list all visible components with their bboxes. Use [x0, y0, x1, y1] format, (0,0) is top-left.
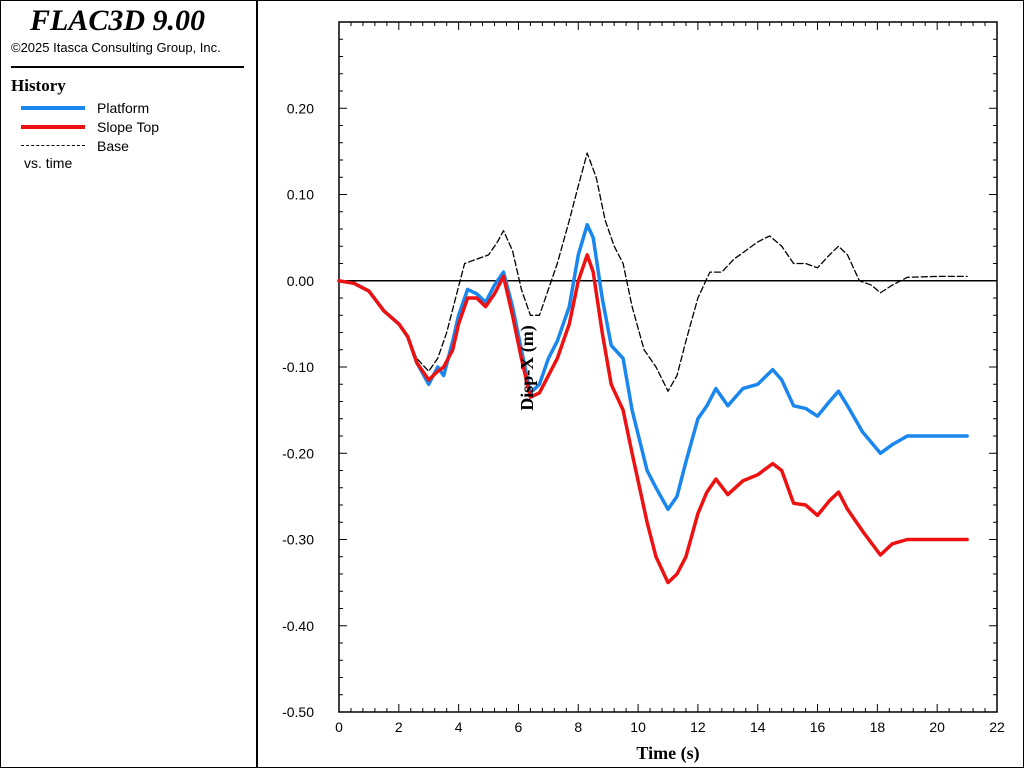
legend-label-base: Base [97, 137, 129, 154]
x-tick-label: 2 [395, 719, 403, 735]
y-tick-label: -0.10 [282, 359, 314, 375]
y-tick-label: -0.30 [282, 532, 314, 548]
axes: 0.20 0.10 0.00 -0.10 -0.20 -0.30 -0.40 -0.50 0 2 4… [282, 21, 1005, 735]
series-line-slope-top [337, 253, 969, 585]
x-tick-label: 12 [690, 719, 706, 735]
x-tick-label: 16 [810, 719, 826, 735]
legend-item-platform: Platform [21, 98, 159, 117]
legend-item-slope-top: Slope Top [21, 117, 159, 136]
plot-area: 0.20 0.10 0.00 -0.10 -0.20 -0.30 -0.40 -0.50 0 2 4… [282, 21, 1005, 764]
series-layer [337, 152, 969, 585]
y-tick-label: -0.40 [282, 618, 314, 634]
x-tick-label: 18 [870, 719, 886, 735]
legend-note-vs-time: vs. time [24, 155, 73, 171]
legend: Platform Slope Top Base vs. time [21, 98, 159, 171]
y-tick-label: 0.10 [287, 187, 314, 203]
history-heading: History [11, 76, 66, 95]
sidebar-divider [11, 66, 244, 68]
legend-sidebar: FLAC3D 9.00 ©2025 Itasca Consulting Grou… [0, 0, 256, 768]
series-line-base [338, 152, 968, 392]
x-axis-label: Time (s) [636, 743, 699, 764]
x-tick-label: 20 [929, 719, 945, 735]
x-tick-label: 4 [455, 719, 463, 735]
legend-label-slope-top: Slope Top [97, 118, 160, 135]
x-tick-label: 0 [335, 719, 343, 735]
x-tick-label: 14 [750, 719, 766, 735]
copyright-text: ©2025 Itasca Consulting Group, Inc. [11, 40, 221, 55]
legend-swatch-platform [21, 105, 85, 110]
y-tick-label: -0.20 [282, 445, 314, 461]
y-tick-label: 0.20 [287, 100, 314, 116]
y-axis-label: Disp-X (m) [517, 325, 538, 411]
panel-divider [256, 0, 258, 768]
legend-item-base: Base [21, 136, 159, 155]
legend-label-platform: Platform [97, 99, 150, 116]
x-tick-label: 6 [515, 719, 523, 735]
series-line-platform [337, 222, 969, 512]
x-tick-label: 22 [989, 719, 1005, 735]
x-tick-label: 8 [574, 719, 582, 735]
legend-swatch-slope-top [21, 124, 85, 129]
y-tick-label: 0.00 [287, 273, 314, 289]
y-tick-label: -0.50 [282, 704, 314, 720]
app-title: FLAC3D 9.00 [30, 4, 206, 37]
x-tick-label: 10 [630, 719, 646, 735]
legend-swatch-base [21, 145, 85, 146]
